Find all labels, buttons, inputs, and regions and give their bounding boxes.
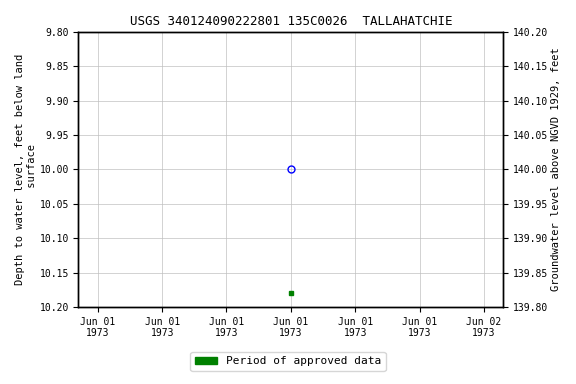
Y-axis label: Depth to water level, feet below land
 surface: Depth to water level, feet below land su… bbox=[15, 54, 37, 285]
Y-axis label: Groundwater level above NGVD 1929, feet: Groundwater level above NGVD 1929, feet bbox=[551, 48, 561, 291]
Title: USGS 340124090222801 135C0026  TALLAHATCHIE: USGS 340124090222801 135C0026 TALLAHATCH… bbox=[130, 15, 452, 28]
Legend: Period of approved data: Period of approved data bbox=[191, 352, 385, 371]
